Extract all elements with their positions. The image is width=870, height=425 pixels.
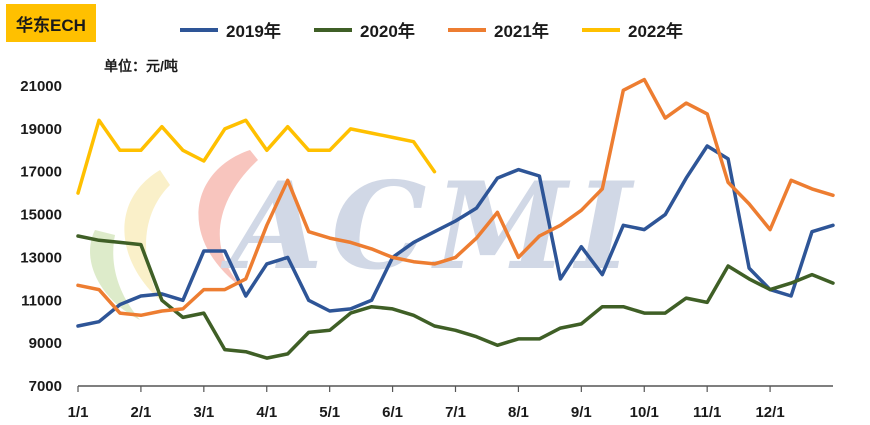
legend-label: 2019年 [226,21,281,41]
series-line-2019年 [76,144,835,328]
y-tick-label: 21000 [20,78,62,95]
y-tick-label: 11000 [21,292,62,309]
x-tick-label: 9/1 [571,404,592,421]
series-line-2022年 [76,118,437,195]
y-tick-label: 15000 [20,207,62,224]
legend-label: 2020年 [360,21,415,41]
x-tick-label: 4/1 [256,404,277,421]
watermark-logo: ACMI [90,150,640,320]
legend-label: 2021年 [494,21,549,41]
x-tick-label: 1/1 [68,404,89,421]
y-tick-label: 7000 [29,378,62,395]
series-line-2020年 [76,234,835,360]
x-tick-label: 5/1 [319,404,340,421]
x-tick-label: 8/1 [508,404,529,421]
x-tick-label: 12/1 [755,404,784,421]
x-tick-label: 2/1 [130,404,151,421]
chart-title: 华东ECH [6,4,96,42]
x-tick-label: 11/1 [693,404,721,421]
x-tick-label: 3/1 [193,404,214,421]
legend-label: 2022年 [628,21,683,41]
series-line-2021年 [76,77,835,318]
y-tick-label: 17000 [20,164,62,181]
svg-text:ACMI: ACMI [220,156,640,297]
unit-label: 单位：元/吨 [104,58,178,74]
y-tick-label: 13000 [20,249,62,266]
x-tick-label: 7/1 [445,404,466,421]
x-tick-label: 6/1 [382,404,403,421]
y-tick-label: 9000 [29,335,62,352]
y-tick-label: 19000 [20,121,62,138]
x-tick-label: 10/1 [630,404,659,421]
